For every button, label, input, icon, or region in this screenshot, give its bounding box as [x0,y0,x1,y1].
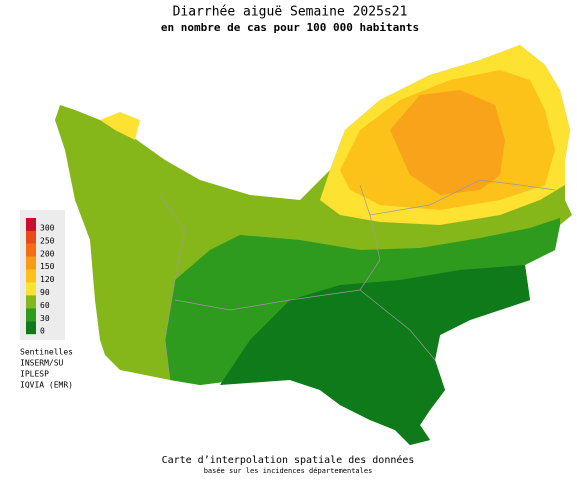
zone-0 [220,265,530,445]
sources: Sentinelles INSERM/SU IPLESP IQVIA (EMR) [20,348,73,390]
department-border [369,179,556,216]
legend-label: 60 [40,301,50,310]
source-line: Sentinelles [20,348,73,357]
legend-swatch [26,256,36,270]
legend-label: 120 [40,275,55,284]
source-line: INSERM/SU [20,359,64,368]
footer-line: Carte d’interpolation spatiale des donné… [162,454,415,466]
legend-swatch [26,243,36,257]
footer-line: basée sur les incidences départementales [204,467,373,475]
source-line: IPLESP [20,370,49,379]
legend-label: 300 [40,224,55,233]
legend-swatch [26,282,36,296]
source-line: IQVIA (EMR) [20,381,73,390]
subtitle: en nombre de cas pour 100 000 habitants [161,21,419,34]
legend-swatch [26,321,36,335]
legend-swatch [26,295,36,309]
legend-swatch [26,308,36,322]
legend-label: 250 [40,236,55,245]
region-map [55,45,572,445]
legend-swatch [26,269,36,283]
zone-150 [390,90,505,195]
legend-label: 0 [40,327,45,336]
department-border [159,194,186,381]
legend-label: 150 [40,262,55,271]
legend-label: 30 [40,314,50,323]
legend-label: 90 [40,288,50,297]
zone-90-north [100,112,140,140]
title: Diarrhée aiguë Semaine 2025s21 [173,5,408,20]
legend-swatch [26,230,36,244]
department-border [359,289,436,361]
legend-swatch [26,218,36,231]
legend-label: 200 [40,249,55,258]
